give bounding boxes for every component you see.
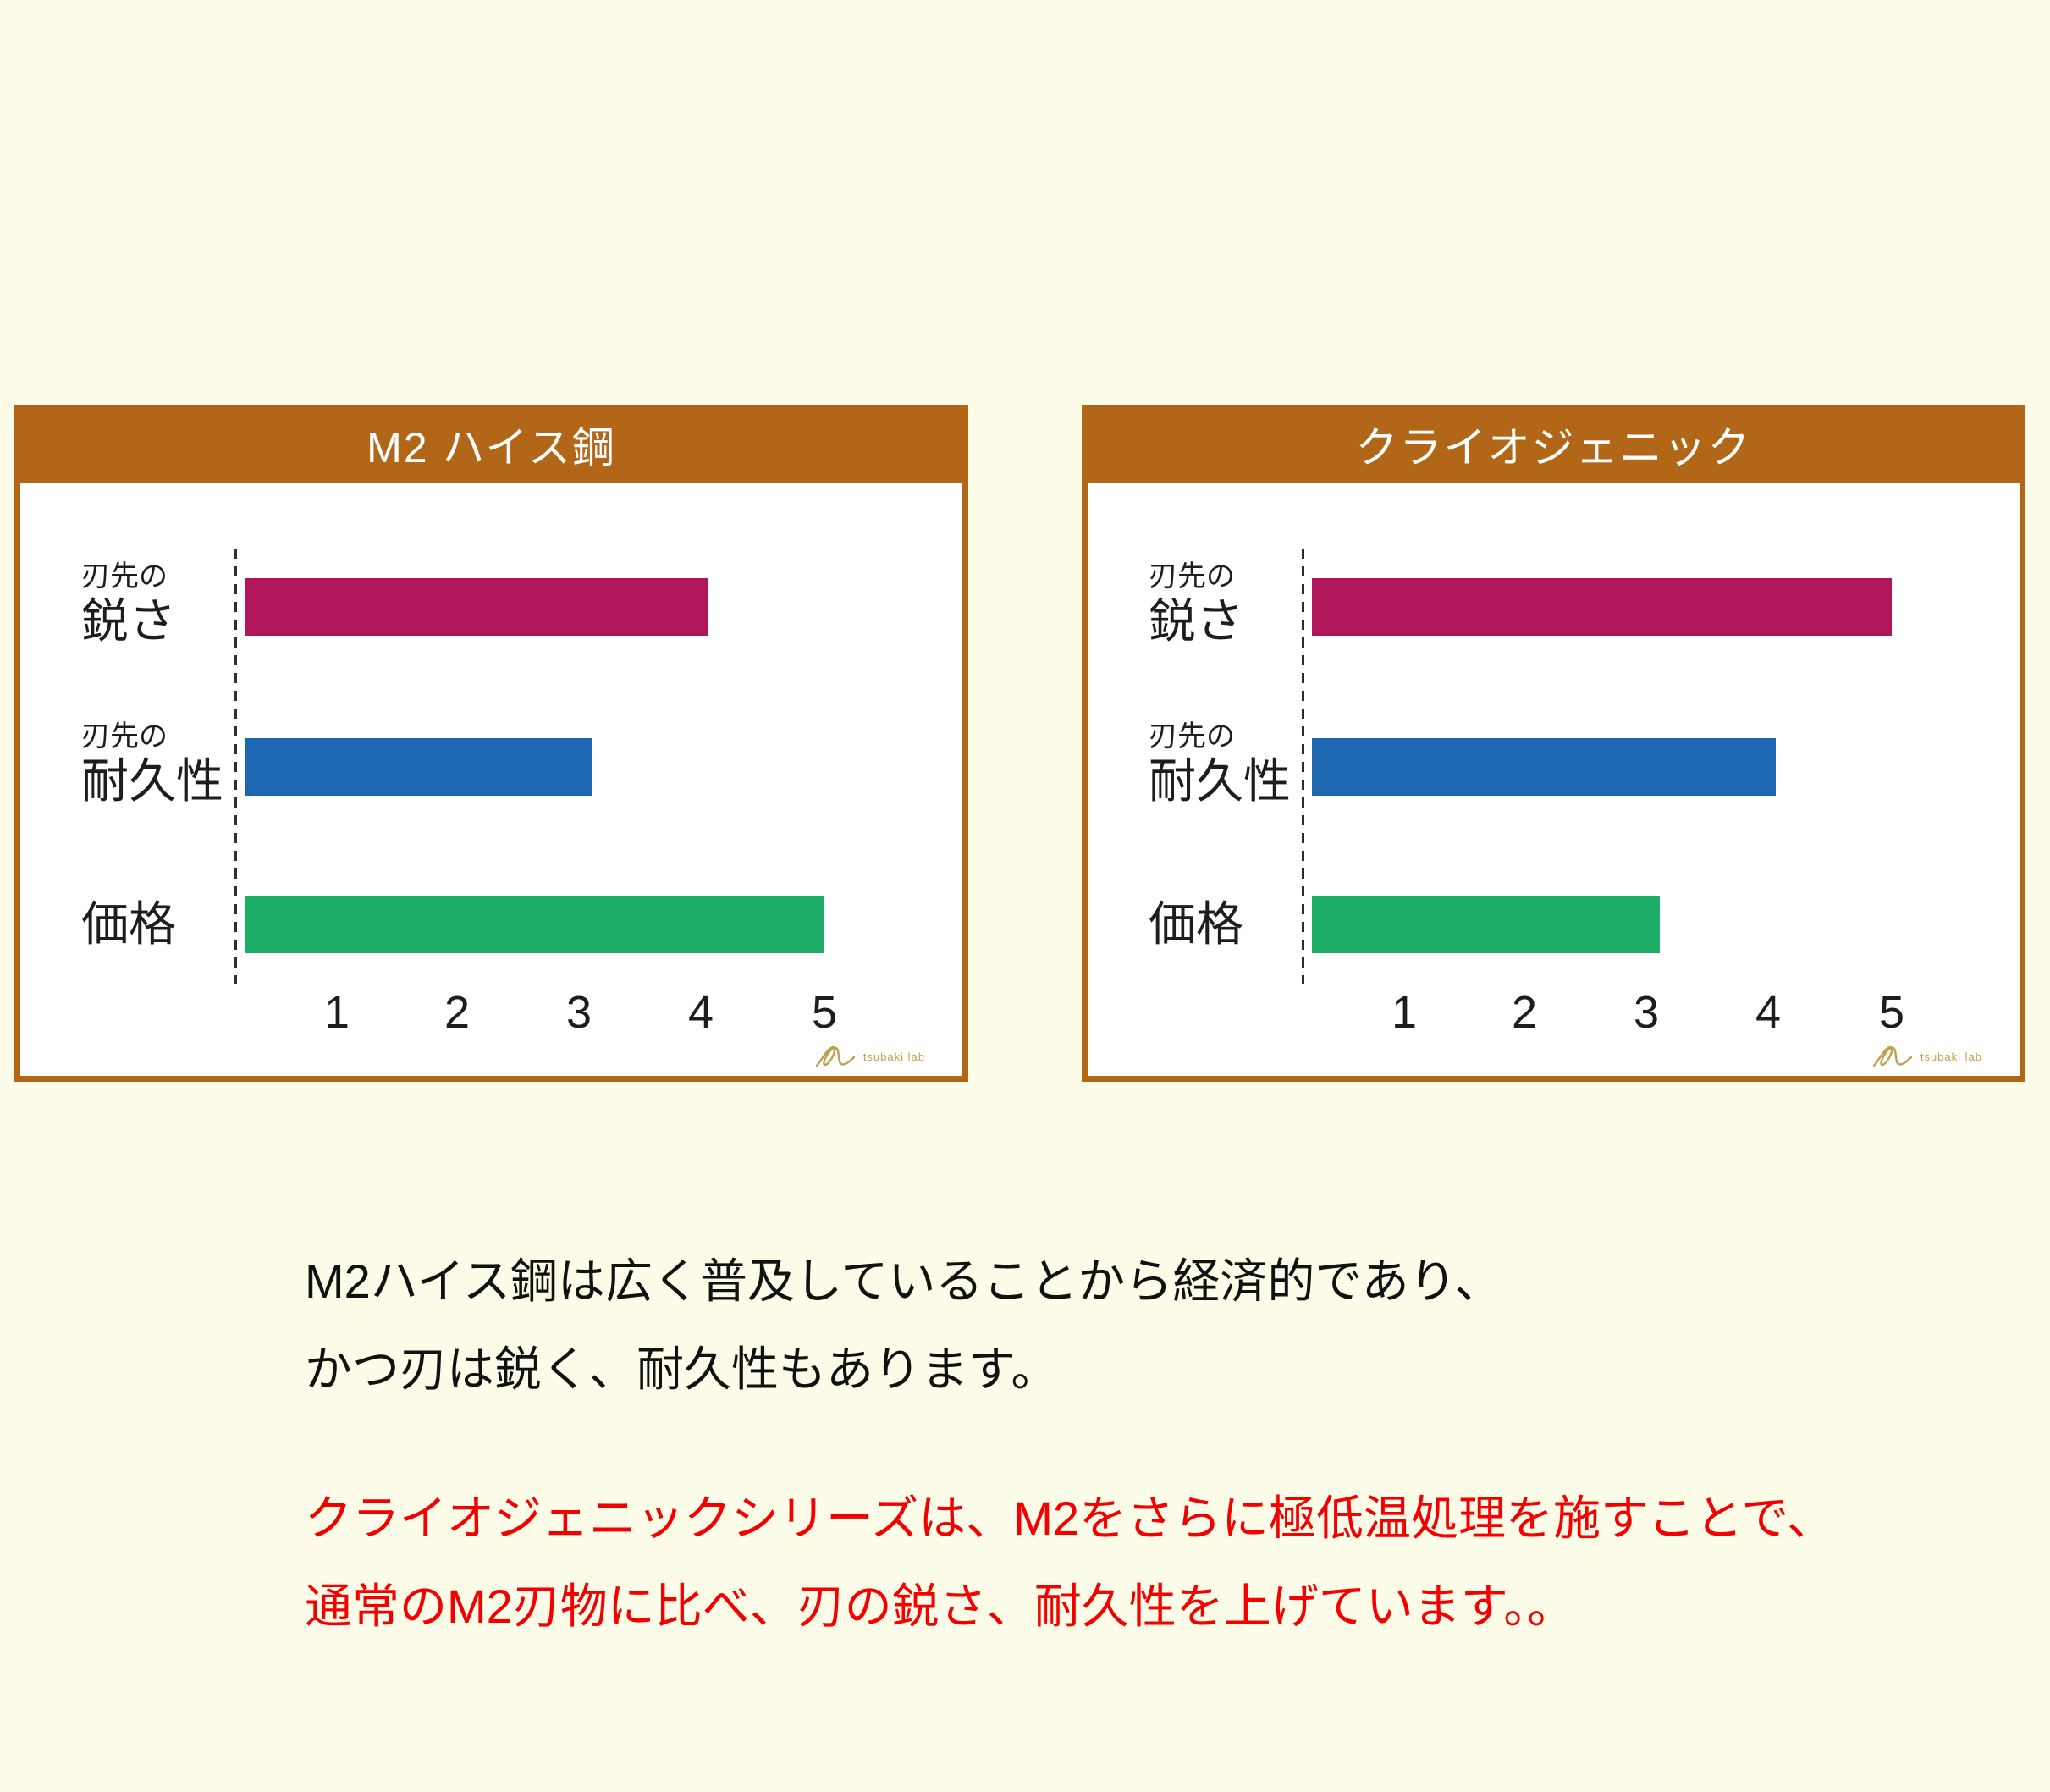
category-label-price: 価格 — [1149, 896, 1243, 953]
x-tick: 2 — [1511, 987, 1538, 1038]
tsubaki-lab-logo: tsubaki lab — [1872, 1042, 1982, 1071]
category-label-prefix: 刃先の — [1149, 720, 1235, 753]
caption-red: クライオジェニックシリーズは、M2をさらに極低温処理を施すことで、 通常のM2刃… — [305, 1475, 1834, 1651]
category-label-sharpness: 刃先の 鋭さ — [1149, 558, 1243, 648]
category-label-prefix: 刃先の — [81, 560, 168, 593]
caption-black-line-2: かつ刃は鋭く、耐久性もあります。 — [305, 1343, 1059, 1396]
caption-black: M2ハイス鋼は広く普及していることから経済的であり、 かつ刃は鋭く、耐久性もあり… — [305, 1238, 1502, 1414]
bar-price — [245, 896, 824, 953]
category-label-main: 鋭さ — [1149, 594, 1243, 648]
x-tick: 5 — [1878, 987, 1905, 1038]
x-tick: 4 — [1755, 987, 1782, 1038]
category-label-main: 価格 — [81, 897, 176, 951]
x-tick: 5 — [811, 987, 838, 1038]
logo-text: tsubaki lab — [862, 1050, 925, 1063]
caption-red-line-1: クライオジェニックシリーズは、M2をさらに極低温処理を施すことで、 — [305, 1491, 1835, 1545]
bar-sharpness — [1312, 578, 1892, 636]
category-label-durability: 刃先の 耐久性 — [81, 718, 223, 808]
x-tick: 3 — [565, 987, 592, 1038]
x-tick: 1 — [1391, 987, 1418, 1038]
category-label-main: 耐久性 — [81, 754, 223, 808]
bar-durability — [1312, 738, 1776, 796]
panel-title-cryogenic: クライオジェニック — [1082, 405, 2025, 483]
bar-sharpness — [245, 578, 708, 636]
category-label-price: 価格 — [81, 896, 176, 953]
value-axis-dashed-line — [1302, 549, 1304, 984]
x-axis-tick-labels: 1 2 3 4 5 — [1088, 986, 2020, 1045]
category-label-prefix: 刃先の — [81, 720, 168, 753]
logo-text: tsubaki lab — [1920, 1050, 1982, 1063]
x-tick: 4 — [687, 987, 714, 1038]
category-label-durability: 刃先の 耐久性 — [1149, 718, 1291, 808]
category-label-sharpness: 刃先の 鋭さ — [81, 558, 176, 648]
logo-squiggle-icon — [815, 1045, 856, 1067]
category-label-prefix: 刃先の — [1149, 560, 1235, 593]
caption-black-line-1: M2ハイス鋼は広く普及していることから経済的であり、 — [305, 1254, 1502, 1308]
x-tick: 3 — [1633, 987, 1660, 1038]
category-label-main: 耐久性 — [1149, 754, 1291, 808]
bar-price — [1312, 896, 1660, 953]
plot-area-m2: 刃先の 鋭さ 刃先の 耐久性 価格 1 2 3 4 5 tsubaki lab — [14, 483, 968, 1082]
value-axis-dashed-line — [234, 549, 237, 984]
panel-title-m2: M2 ハイス鋼 — [14, 405, 968, 483]
x-axis-tick-labels: 1 2 3 4 5 — [20, 986, 962, 1045]
tsubaki-lab-logo: tsubaki lab — [815, 1042, 925, 1071]
logo-squiggle-icon — [1872, 1045, 1913, 1067]
x-tick: 2 — [444, 987, 471, 1038]
category-label-main: 価格 — [1149, 897, 1243, 951]
x-tick: 1 — [323, 987, 350, 1038]
chart-panel-m2: M2 ハイス鋼 刃先の 鋭さ 刃先の 耐久性 価格 1 2 3 4 5 tsu — [14, 405, 968, 1082]
chart-panel-cryogenic: クライオジェニック 刃先の 鋭さ 刃先の 耐久性 価格 1 2 3 4 5 t — [1082, 405, 2025, 1082]
plot-area-cryogenic: 刃先の 鋭さ 刃先の 耐久性 価格 1 2 3 4 5 tsubaki lab — [1082, 483, 2025, 1082]
bar-durability — [245, 738, 592, 796]
caption-red-line-2: 通常のM2刃物に比べ、刃の鋭さ、耐久性を上げています。。 — [305, 1580, 1575, 1633]
category-label-main: 鋭さ — [81, 594, 176, 648]
